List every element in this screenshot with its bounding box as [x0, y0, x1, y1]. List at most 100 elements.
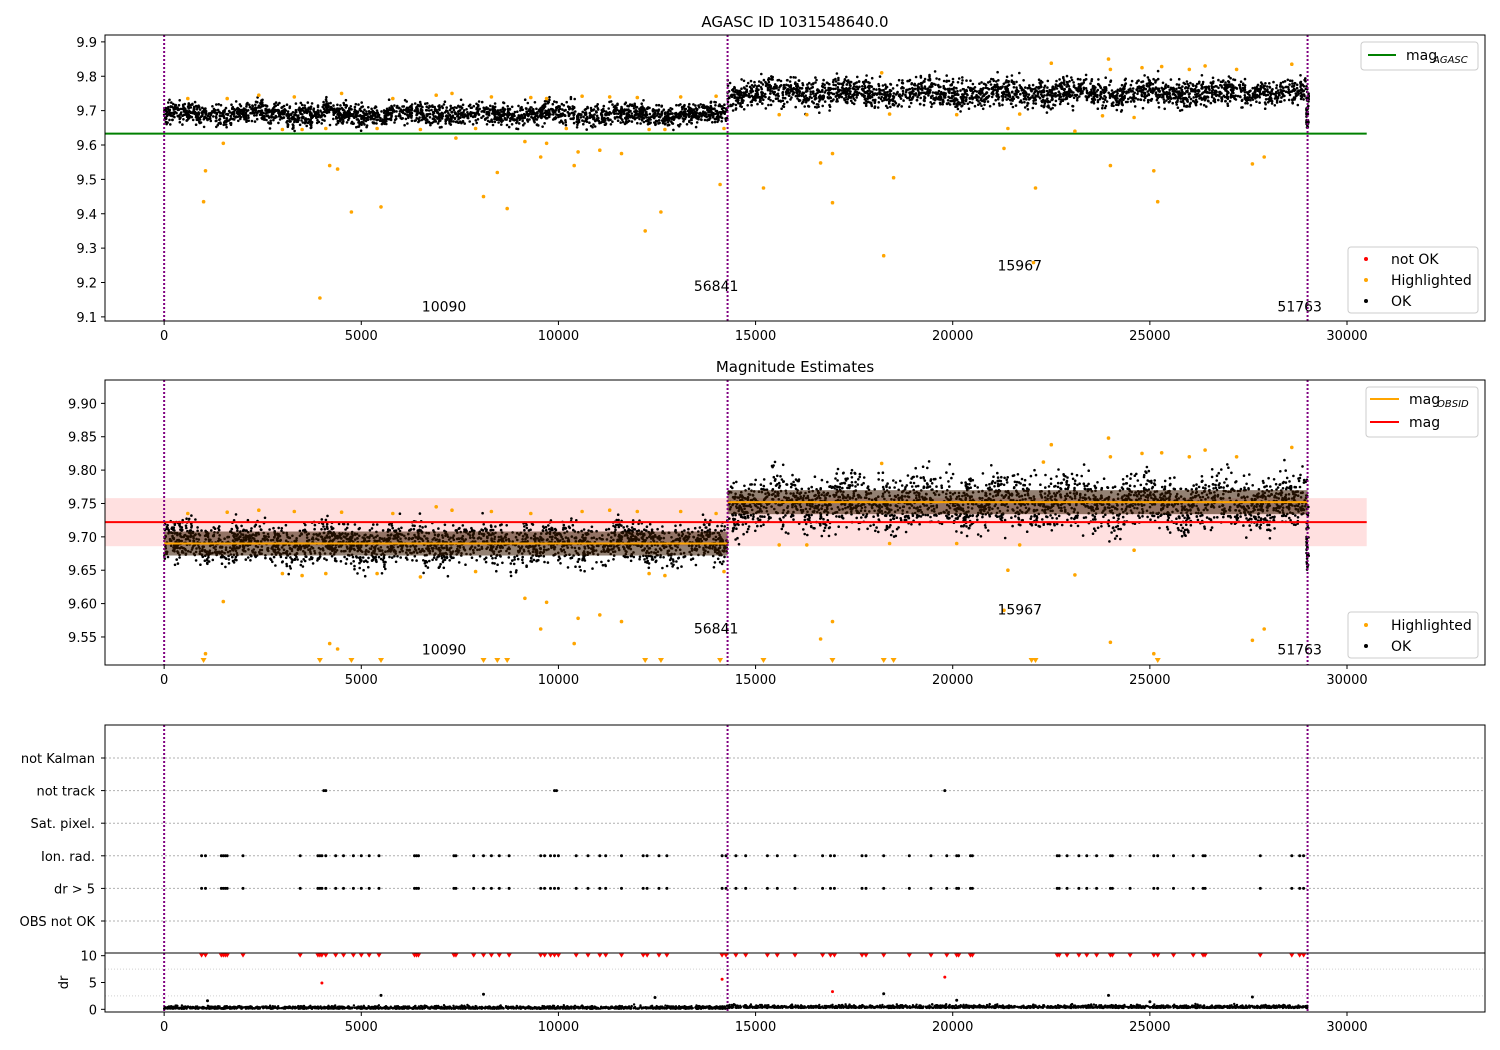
- ok-point: [340, 113, 344, 117]
- ok-point: [204, 113, 208, 116]
- ok-point: [1111, 91, 1115, 95]
- ok-point: [406, 122, 409, 125]
- ok-point: [312, 107, 316, 110]
- ok-point: [434, 109, 437, 113]
- ok-point: [979, 89, 982, 93]
- ok-point: [592, 116, 596, 119]
- ok-point: [779, 100, 783, 103]
- ok-point: [931, 91, 935, 94]
- ok-point: [676, 124, 680, 127]
- ok-point: [687, 105, 690, 109]
- ok-point: [572, 116, 575, 120]
- ok-point: [446, 117, 450, 120]
- ok-point: [638, 117, 641, 121]
- ok-point: [999, 87, 1003, 90]
- ok-point: [889, 92, 892, 96]
- ok-point: [1034, 102, 1038, 105]
- ok-point: [245, 109, 249, 113]
- highlighted-point: [257, 93, 261, 97]
- ok-point: [1255, 95, 1259, 99]
- ok-point: [810, 96, 813, 100]
- ok-point: [1090, 90, 1093, 94]
- ok-point: [604, 112, 607, 116]
- ok-point: [374, 113, 377, 116]
- ok-point: [453, 116, 457, 120]
- ok-point: [827, 88, 830, 92]
- ok-point: [503, 108, 507, 111]
- ok-point: [1288, 79, 1292, 82]
- ok-point: [380, 110, 383, 113]
- ok-point: [1050, 89, 1054, 92]
- ok-point: [361, 105, 365, 108]
- ok-point: [657, 103, 661, 107]
- ok-point: [591, 125, 594, 129]
- ok-point: [987, 87, 991, 91]
- ok-point: [954, 105, 958, 108]
- ok-point: [293, 129, 296, 133]
- ok-point: [648, 106, 651, 110]
- ok-point: [1005, 75, 1009, 79]
- ok-point: [951, 77, 955, 81]
- ok-point: [472, 104, 476, 108]
- ok-point: [376, 111, 379, 115]
- ok-point: [555, 106, 558, 110]
- ok-point: [549, 107, 553, 111]
- ok-point: [434, 120, 438, 123]
- ok-point: [1243, 77, 1247, 81]
- ok-point: [1118, 99, 1122, 102]
- ok-point: [384, 116, 387, 119]
- ok-point: [172, 106, 175, 110]
- ok-point: [433, 105, 437, 109]
- ok-point: [796, 94, 799, 97]
- ok-point: [995, 83, 999, 86]
- ok-point: [480, 116, 483, 119]
- ok-point: [1221, 80, 1224, 83]
- ok-point: [1287, 88, 1290, 91]
- ok-point: [309, 123, 312, 126]
- ok-point: [1105, 100, 1109, 103]
- ok-point: [535, 107, 538, 111]
- ok-point: [259, 101, 262, 105]
- ok-point: [776, 92, 780, 96]
- ok-point: [239, 117, 242, 121]
- ok-point: [266, 114, 270, 117]
- ok-point: [679, 103, 682, 106]
- ok-point: [1197, 81, 1201, 85]
- ok-point: [1065, 96, 1068, 100]
- ok-point: [690, 122, 693, 125]
- ok-point: [205, 117, 209, 120]
- ok-point: [189, 111, 192, 114]
- ok-point: [254, 107, 258, 110]
- ok-point: [946, 99, 950, 102]
- ok-point: [926, 87, 930, 90]
- ok-point: [1136, 98, 1140, 101]
- ok-point: [773, 87, 776, 90]
- ok-point: [805, 96, 809, 100]
- ok-point: [1274, 92, 1278, 95]
- ok-point: [627, 119, 631, 123]
- ok-point: [754, 96, 757, 99]
- ok-point: [373, 106, 377, 110]
- ok-point: [533, 112, 537, 115]
- ok-point: [354, 109, 357, 113]
- ok-point: [1275, 101, 1279, 104]
- ok-point: [792, 76, 795, 79]
- ok-point: [742, 99, 745, 102]
- ok-point: [1142, 84, 1145, 87]
- ok-point: [231, 112, 234, 116]
- ok-point: [483, 107, 487, 111]
- ok-point: [224, 123, 228, 126]
- ok-point: [1231, 88, 1234, 92]
- ok-point: [1157, 87, 1161, 90]
- ok-point: [897, 78, 901, 82]
- ok-point: [1130, 79, 1134, 83]
- ok-point: [853, 91, 857, 94]
- ok-point: [461, 103, 465, 107]
- ok-point: [168, 109, 171, 113]
- ok-point: [1007, 91, 1010, 94]
- ok-point: [456, 121, 460, 124]
- ok-point: [740, 105, 743, 109]
- ok-point: [582, 115, 585, 119]
- ok-point: [544, 102, 547, 106]
- ok-point: [574, 110, 577, 113]
